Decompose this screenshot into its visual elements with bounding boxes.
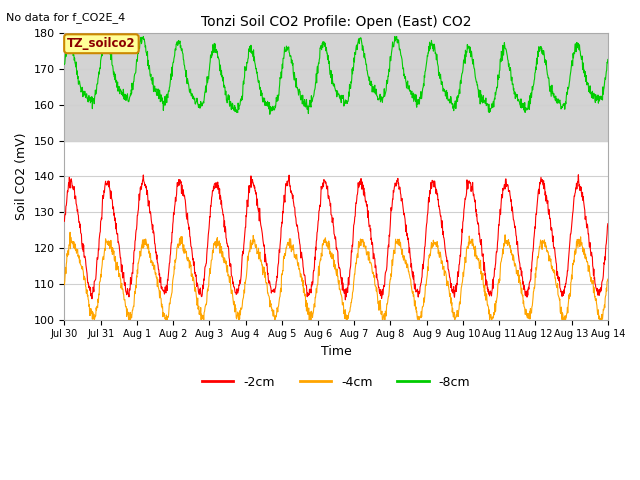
Y-axis label: Soil CO2 (mV): Soil CO2 (mV) bbox=[15, 132, 28, 220]
Title: Tonzi Soil CO2 Profile: Open (East) CO2: Tonzi Soil CO2 Profile: Open (East) CO2 bbox=[201, 15, 471, 29]
X-axis label: Time: Time bbox=[321, 345, 351, 358]
Legend: -2cm, -4cm, -8cm: -2cm, -4cm, -8cm bbox=[197, 371, 476, 394]
Text: No data for f_CO2E_4: No data for f_CO2E_4 bbox=[6, 12, 125, 23]
Text: TZ_soilco2: TZ_soilco2 bbox=[67, 37, 136, 50]
Bar bbox=[65, 33, 608, 141]
